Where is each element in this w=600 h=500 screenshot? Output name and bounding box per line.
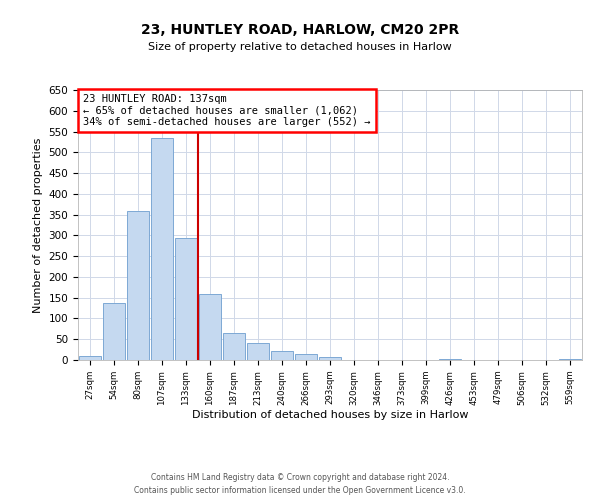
Bar bbox=[271, 351, 293, 360]
Bar bbox=[103, 303, 125, 360]
Bar bbox=[295, 354, 317, 360]
Text: Contains HM Land Registry data © Crown copyright and database right 2024.: Contains HM Land Registry data © Crown c… bbox=[151, 472, 449, 482]
Text: 23 HUNTLEY ROAD: 137sqm
← 65% of detached houses are smaller (1,062)
34% of semi: 23 HUNTLEY ROAD: 137sqm ← 65% of detache… bbox=[83, 94, 371, 127]
Bar bbox=[175, 238, 197, 360]
Bar bbox=[151, 138, 173, 360]
Text: Contains public sector information licensed under the Open Government Licence v3: Contains public sector information licen… bbox=[134, 486, 466, 495]
Bar bbox=[223, 333, 245, 360]
Text: 23, HUNTLEY ROAD, HARLOW, CM20 2PR: 23, HUNTLEY ROAD, HARLOW, CM20 2PR bbox=[141, 22, 459, 36]
Bar bbox=[127, 212, 149, 360]
Bar bbox=[199, 294, 221, 360]
Text: Size of property relative to detached houses in Harlow: Size of property relative to detached ho… bbox=[148, 42, 452, 52]
Bar bbox=[79, 356, 101, 360]
Bar bbox=[559, 359, 581, 360]
Bar bbox=[247, 344, 269, 360]
Bar bbox=[319, 356, 341, 360]
Bar bbox=[439, 359, 461, 360]
X-axis label: Distribution of detached houses by size in Harlow: Distribution of detached houses by size … bbox=[192, 410, 468, 420]
Y-axis label: Number of detached properties: Number of detached properties bbox=[33, 138, 43, 312]
